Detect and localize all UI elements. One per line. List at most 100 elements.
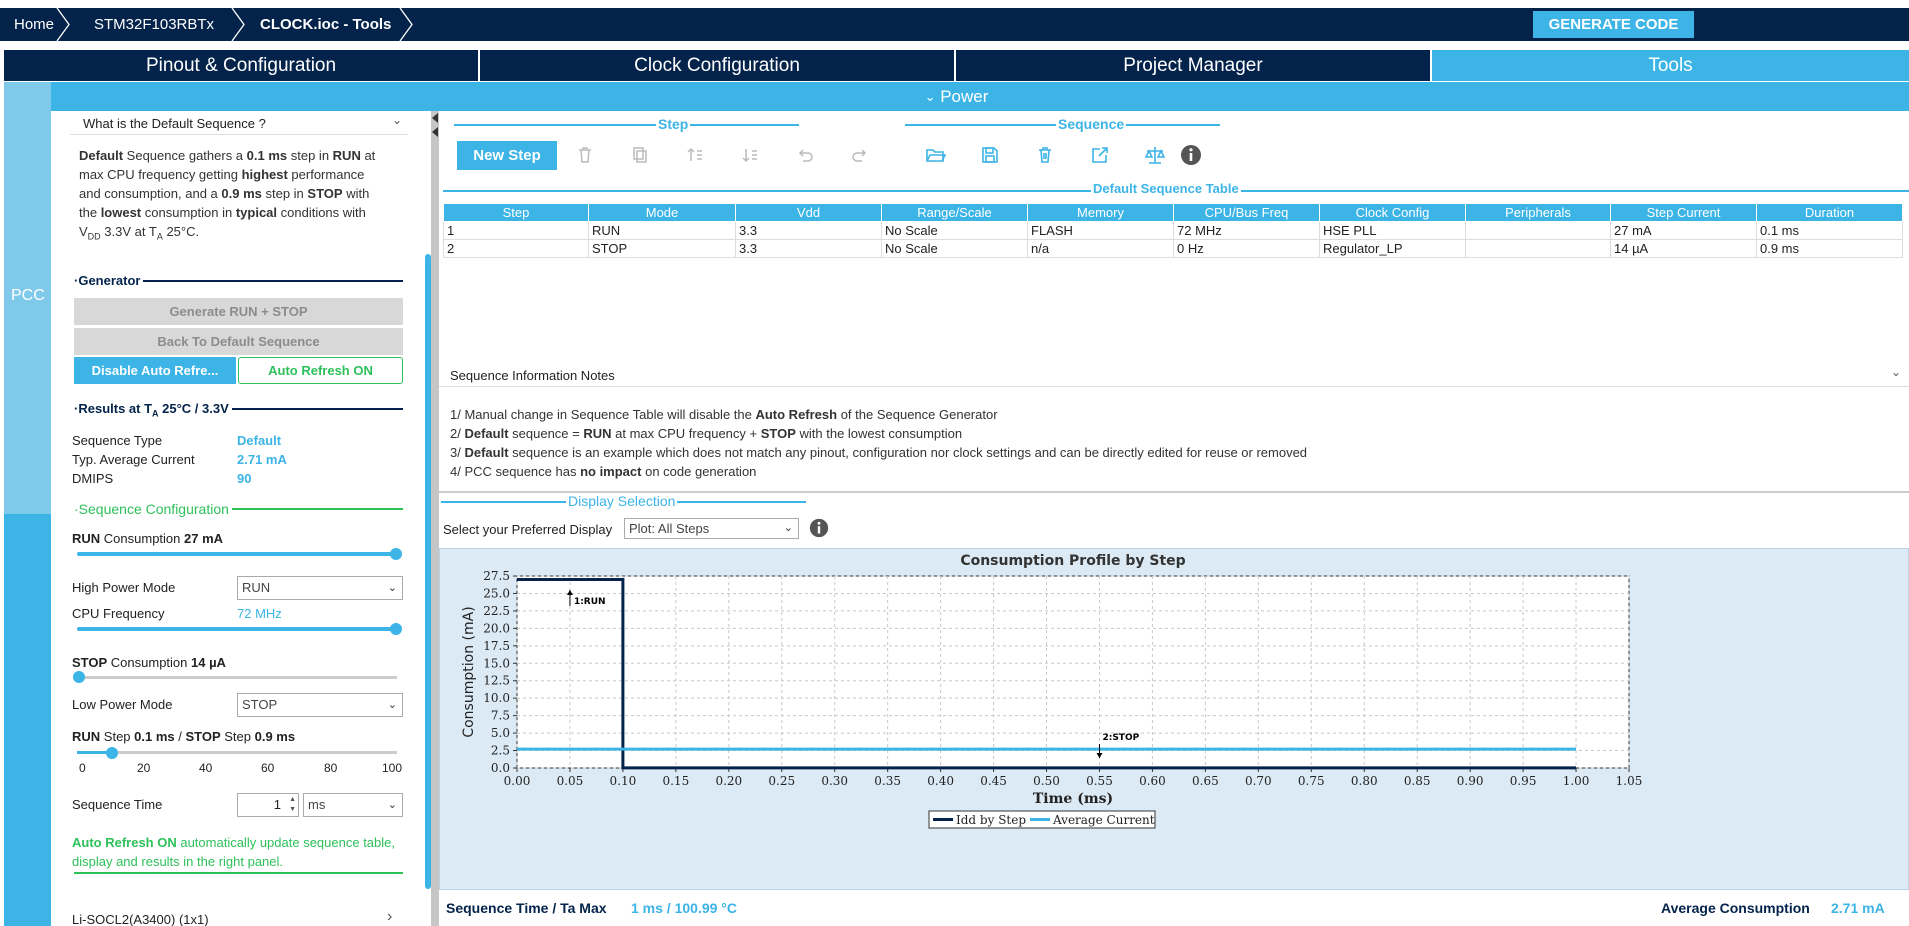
- breadcrumb-device[interactable]: STM32F103RBTx: [79, 8, 214, 41]
- table-column-header[interactable]: Duration: [1756, 203, 1903, 222]
- save-icon[interactable]: [979, 144, 1001, 166]
- table-column-header[interactable]: Memory: [1027, 203, 1174, 222]
- undo-icon[interactable]: [794, 144, 816, 166]
- generate-code-button[interactable]: GENERATE CODE: [1533, 11, 1694, 38]
- info-icon[interactable]: [1179, 143, 1203, 167]
- rail-item-pcc[interactable]: PCC: [4, 82, 51, 514]
- tab-clock[interactable]: Clock Configuration: [480, 50, 954, 81]
- annotation-label: 2:STOP: [1102, 733, 1139, 743]
- step-ratio-slider[interactable]: [77, 751, 397, 754]
- table-column-header[interactable]: Vdd: [735, 203, 882, 222]
- high-power-mode-select[interactable]: RUN ⌄: [237, 576, 403, 600]
- move-up-icon[interactable]: [684, 144, 706, 166]
- table-cell[interactable]: Regulator_LP: [1319, 239, 1466, 258]
- notes-accordion[interactable]: Sequence Information Notes ⌄: [439, 361, 1909, 387]
- cpu-frequency-label: CPU Frequency: [72, 606, 165, 621]
- table-cell[interactable]: 2: [443, 239, 589, 258]
- table-row[interactable]: 2 STOP 3.3 No Scale n/a 0 Hz Regulator_LP 14 µA…: [443, 239, 1903, 258]
- table-cell[interactable]: STOP: [588, 239, 736, 258]
- chevron-right-icon[interactable]: ›: [387, 908, 393, 925]
- back-to-default-button[interactable]: Back To Default Sequence: [74, 328, 403, 355]
- breadcrumb-home[interactable]: Home: [0, 8, 62, 41]
- delete-step-icon[interactable]: [574, 144, 596, 166]
- y-tick-label: 27.5: [483, 569, 510, 583]
- x-tick-label: 0.25: [768, 774, 795, 788]
- delete-sequence-icon[interactable]: [1034, 144, 1056, 166]
- table-cell[interactable]: 3.3: [735, 221, 882, 240]
- run-consumption-slider-thumb[interactable]: [390, 548, 402, 560]
- table-cell[interactable]: 14 µA: [1610, 239, 1757, 258]
- tab-pinout[interactable]: Pinout & Configuration: [4, 50, 478, 81]
- display-select[interactable]: Plot: All Steps ⌄: [624, 518, 799, 539]
- collapse-arrows-icon[interactable]: [432, 113, 438, 137]
- open-folder-icon[interactable]: [924, 144, 946, 166]
- faq-accordion[interactable]: What is the Default Sequence ? ⌄: [70, 111, 408, 135]
- new-step-button[interactable]: New Step: [457, 141, 557, 170]
- power-collapse-bar[interactable]: ⌄ Power: [4, 82, 1909, 111]
- move-down-icon[interactable]: [739, 144, 761, 166]
- table-cell[interactable]: FLASH: [1027, 221, 1174, 240]
- battery-selection[interactable]: Li-SOCL2(A3400) (1x1): [72, 912, 209, 926]
- panel-splitter[interactable]: [431, 111, 439, 926]
- table-cell[interactable]: 0 Hz: [1173, 239, 1320, 258]
- notes-title: Sequence Information Notes: [450, 368, 615, 383]
- spinner-arrows-icon[interactable]: ▲ ▼: [289, 796, 296, 813]
- table-cell[interactable]: RUN: [588, 221, 736, 240]
- sequence-time-unit-select[interactable]: ms ⌄: [303, 793, 403, 817]
- left-panel-scrollbar[interactable]: [425, 111, 431, 926]
- table-column-header[interactable]: Step: [443, 203, 589, 222]
- table-cell[interactable]: No Scale: [881, 239, 1028, 258]
- step-ratio-slider-thumb[interactable]: [106, 747, 118, 759]
- generate-run-stop-button[interactable]: Generate RUN + STOP: [74, 298, 403, 325]
- result-label: Typ. Average Current: [72, 452, 195, 467]
- tab-tools[interactable]: Tools: [1432, 50, 1909, 81]
- y-tick-label: 22.5: [483, 604, 510, 618]
- y-tick-label: 2.5: [491, 744, 510, 758]
- cpu-frequency-slider-thumb[interactable]: [390, 623, 402, 635]
- table-cell[interactable]: [1465, 239, 1611, 258]
- table-cell[interactable]: [1465, 221, 1611, 240]
- sequence-time-input[interactable]: 1 ▲ ▼: [237, 793, 299, 817]
- run-consumption-slider[interactable]: [77, 552, 397, 556]
- table-column-header[interactable]: Range/Scale: [881, 203, 1028, 222]
- table-row[interactable]: 1 RUN 3.3 No Scale FLASH 72 MHz HSE PLL 27 mA 0.…: [443, 221, 1903, 240]
- disable-auto-refresh-button[interactable]: Disable Auto Refre...: [74, 357, 236, 384]
- compare-balance-icon[interactable]: [1144, 144, 1166, 166]
- left-panel-scrollbar-thumb[interactable]: [425, 254, 431, 889]
- stop-consumption-slider[interactable]: [77, 676, 397, 679]
- y-tick-label: 10.0: [483, 691, 510, 705]
- breadcrumb-current[interactable]: CLOCK.ioc - Tools: [245, 8, 391, 41]
- table-cell[interactable]: 27 mA: [1610, 221, 1757, 240]
- auto-refresh-note: Auto Refresh ON automatically update seq…: [72, 835, 395, 869]
- table-cell[interactable]: 72 MHz: [1173, 221, 1320, 240]
- table-column-header[interactable]: Clock Config: [1319, 203, 1466, 222]
- table-cell[interactable]: No Scale: [881, 221, 1028, 240]
- y-tick-label: 25.0: [483, 586, 510, 600]
- table-column-header[interactable]: Mode: [588, 203, 736, 222]
- generator-divider: [74, 280, 403, 282]
- duplicate-step-icon[interactable]: [629, 144, 651, 166]
- table-cell[interactable]: 0.1 ms: [1756, 221, 1903, 240]
- auto-refresh-toggle[interactable]: Auto Refresh ON: [238, 357, 403, 384]
- table-cell[interactable]: 1: [443, 221, 589, 240]
- low-power-mode-select[interactable]: STOP ⌄: [237, 693, 403, 717]
- breadcrumb: Home STM32F103RBTx CLOCK.ioc - Tools GEN…: [0, 8, 1909, 41]
- info-icon[interactable]: [808, 517, 830, 539]
- seqconf-bottom-divider: [74, 872, 403, 874]
- x-tick-label: 0.20: [715, 774, 742, 788]
- table-column-header[interactable]: Step Current: [1610, 203, 1757, 222]
- cpu-frequency-slider[interactable]: [77, 627, 397, 631]
- export-icon[interactable]: [1089, 144, 1111, 166]
- tab-project-manager[interactable]: Project Manager: [956, 50, 1430, 81]
- table-cell[interactable]: n/a: [1027, 239, 1174, 258]
- table-cell[interactable]: HSE PLL: [1319, 221, 1466, 240]
- stop-consumption-slider-thumb[interactable]: [73, 671, 85, 683]
- chevron-down-icon: ⌄: [924, 89, 936, 104]
- redo-icon[interactable]: [849, 144, 871, 166]
- table-cell[interactable]: 3.3: [735, 239, 882, 258]
- x-tick-label: 0.85: [1404, 774, 1431, 788]
- x-tick-label: 0.15: [662, 774, 689, 788]
- table-column-header[interactable]: CPU/Bus Freq: [1173, 203, 1320, 222]
- table-column-header[interactable]: Peripherals: [1465, 203, 1611, 222]
- table-cell[interactable]: 0.9 ms: [1756, 239, 1903, 258]
